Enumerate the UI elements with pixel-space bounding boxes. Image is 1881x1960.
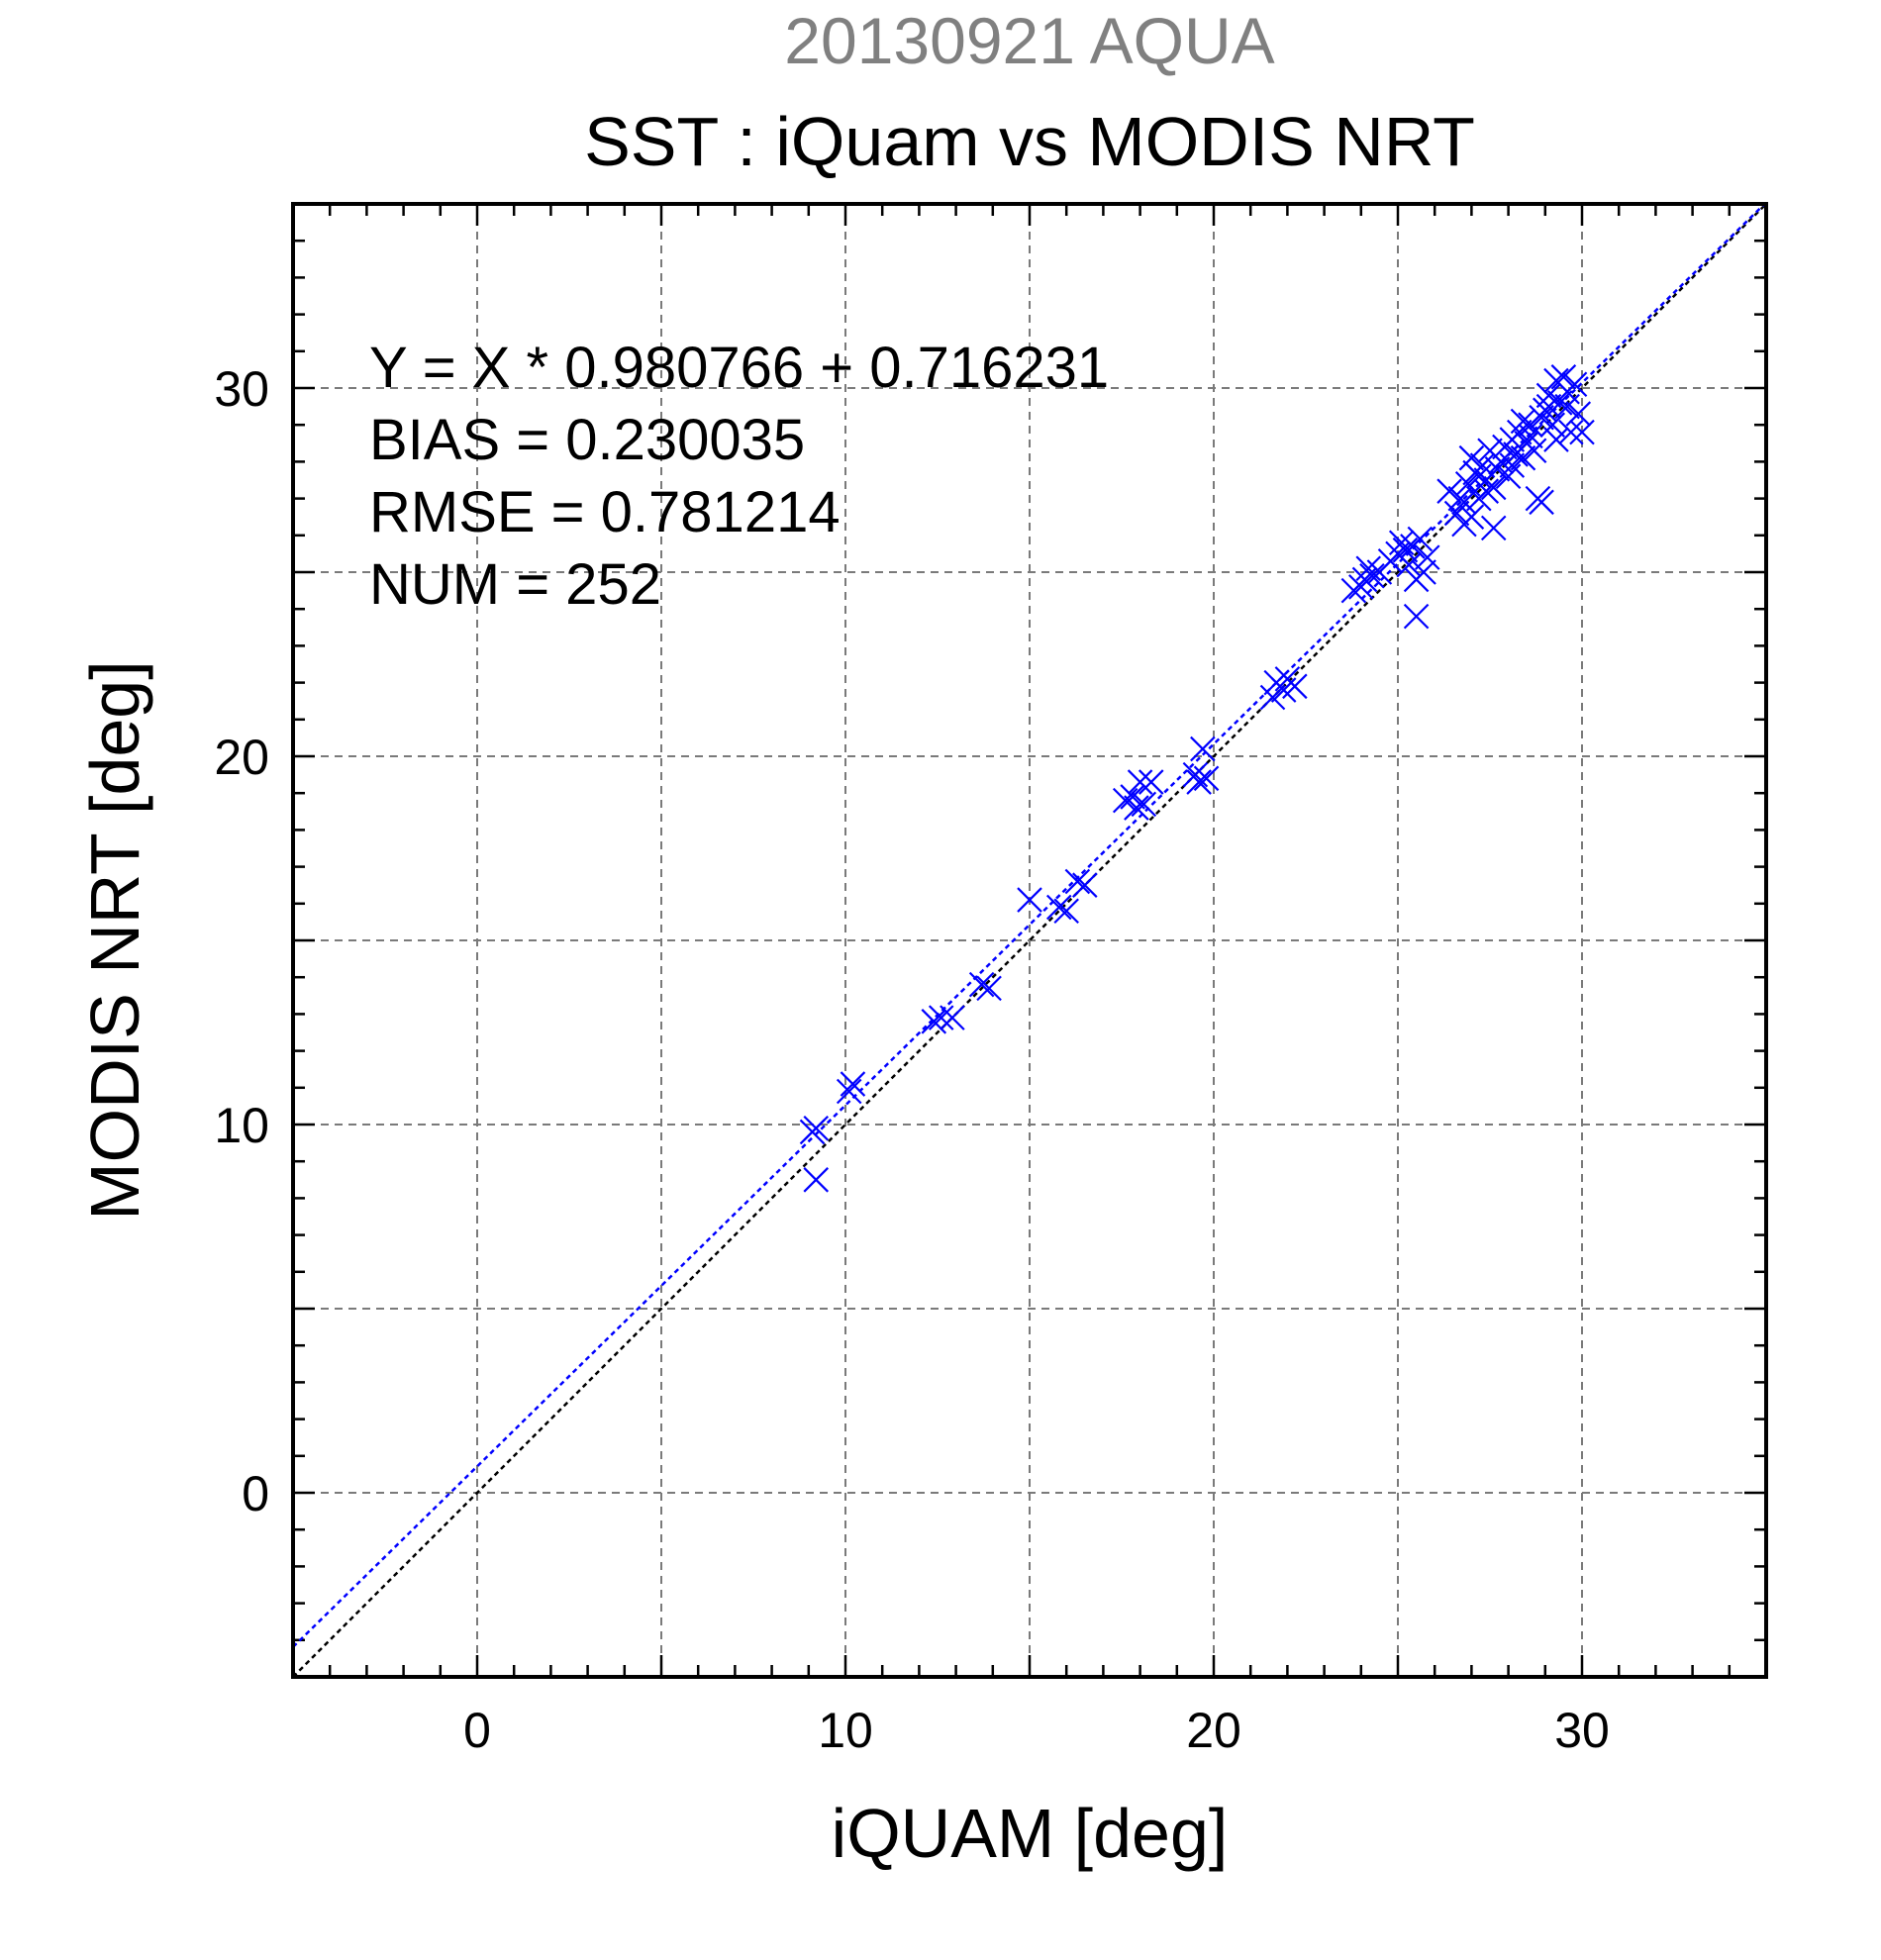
data-point: [1550, 364, 1577, 390]
data-point: [1053, 898, 1079, 925]
data-point: [928, 1005, 954, 1030]
data-point: [1554, 393, 1580, 420]
data-point: [1561, 371, 1588, 398]
data-point: [1518, 423, 1543, 449]
data-point: [1529, 404, 1554, 431]
data-point: [1138, 769, 1164, 795]
data-point: [1127, 769, 1153, 795]
data-point: [840, 1071, 866, 1097]
data-point: [1499, 452, 1526, 478]
reference-lines: [292, 203, 1767, 1678]
x-tick-label: 20: [1186, 1703, 1241, 1758]
stat-bias: BIAS = 0.230035: [369, 408, 805, 472]
data-point: [1473, 478, 1500, 504]
data-point: [1480, 515, 1507, 541]
data-point: [836, 1078, 862, 1105]
data-point: [1414, 544, 1440, 570]
data-point: [1510, 444, 1536, 471]
data-point: [1045, 894, 1072, 921]
data-point: [1529, 489, 1554, 516]
data-point: [1064, 868, 1091, 895]
tick-labels: 0 10 20 30 0 10 20 30: [214, 361, 1609, 1758]
y-tick-label: 20: [214, 730, 269, 785]
data-point: [1535, 393, 1562, 420]
chart-subtitle: SST : iQuam vs MODIS NRT: [584, 103, 1475, 180]
data-point: [1484, 456, 1511, 482]
data-point: [921, 1009, 947, 1034]
data-point: [1466, 463, 1492, 490]
data-points: [799, 364, 1595, 1193]
y-tick-label: 0: [242, 1466, 269, 1521]
data-point: [940, 1005, 965, 1030]
chart-title: 20130921 AQUA: [784, 4, 1274, 77]
data-point: [1443, 500, 1470, 527]
data-point: [1120, 784, 1145, 810]
grid: [293, 204, 1766, 1677]
x-tick-label: 0: [463, 1703, 491, 1758]
data-point: [1407, 526, 1434, 552]
data-point: [1359, 562, 1385, 589]
data-point: [799, 1119, 826, 1145]
y-tick-label: 30: [214, 361, 269, 417]
data-point: [1543, 427, 1569, 452]
data-point: [976, 975, 1002, 1002]
data-point: [1480, 474, 1507, 501]
data-point: [803, 1167, 830, 1193]
x-tick-label: 10: [818, 1703, 873, 1758]
x-tick-label: 30: [1554, 1703, 1610, 1758]
y-tick-label: 10: [214, 1098, 269, 1153]
data-point: [1521, 438, 1547, 464]
plot-frame: [291, 202, 1768, 1679]
data-point: [1112, 787, 1138, 814]
x-axis-label: iQUAM [deg]: [832, 1795, 1229, 1872]
data-point: [1131, 791, 1157, 818]
data-point: [1072, 872, 1098, 898]
data-point: [1190, 735, 1216, 762]
fit-line: [292, 203, 1766, 1648]
y-axis-label: MODIS NRT [deg]: [76, 660, 153, 1220]
data-point: [1458, 444, 1485, 471]
data-point: [1259, 684, 1286, 711]
data-point: [1436, 478, 1462, 504]
data-point: [1282, 673, 1308, 700]
data-point: [968, 971, 995, 998]
data-point: [1451, 489, 1477, 516]
stat-fit-equation: Y = X * 0.980766 + 0.716231: [369, 336, 1109, 400]
data-point: [1193, 765, 1220, 792]
data-point: [1458, 504, 1485, 530]
data-point: [1403, 603, 1430, 630]
data-point: [1392, 537, 1419, 563]
stat-num: NUM = 252: [369, 552, 661, 617]
stat-rmse: RMSE = 0.781214: [369, 480, 841, 544]
data-point: [1186, 769, 1212, 795]
stats-annotation: Y = X * 0.980766 + 0.716231 BIAS = 0.230…: [369, 336, 1109, 617]
data-point: [1558, 419, 1584, 445]
data-point: [1017, 887, 1042, 913]
data-point: [1569, 419, 1595, 445]
data-point: [1411, 559, 1436, 585]
